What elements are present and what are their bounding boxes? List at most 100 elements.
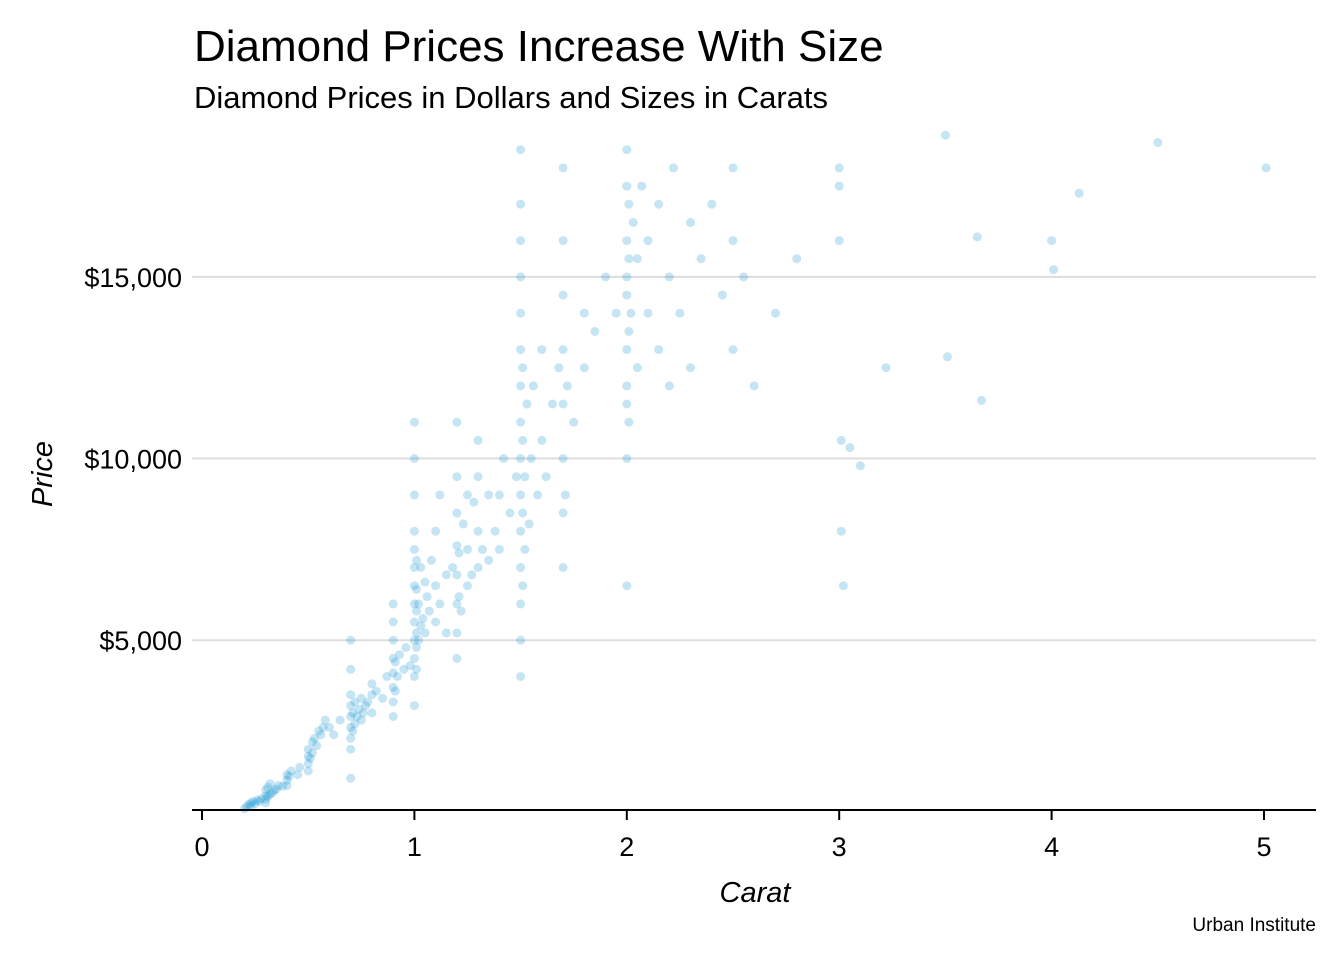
data-point [240,804,249,814]
data-point [518,508,528,518]
data-point [1153,138,1163,147]
data-point [516,526,526,536]
data-point [371,686,381,696]
data-point [516,672,526,681]
data-point [463,490,472,500]
data-point [1074,188,1084,198]
data-point [320,715,330,725]
data-point [431,581,441,591]
data-point [346,744,356,754]
data-point [356,693,366,703]
data-point [409,563,419,572]
x-axis-ticks: 0 1 2 3 4 5 [194,810,1272,862]
data-point [409,581,419,591]
data-point [452,599,462,609]
data-point [424,606,434,616]
data-point [318,722,328,732]
data-point [628,217,638,227]
data-point [516,236,526,246]
data-point [303,766,313,776]
data-point [452,508,462,518]
data-point [686,363,695,373]
data-point [414,599,424,609]
data-point [463,581,472,591]
data-point [622,290,632,300]
data-point [409,526,419,536]
data-point [558,454,568,463]
data-point [346,773,356,783]
data-point [972,232,982,242]
data-point [412,584,421,594]
data-point [263,791,273,801]
data-point [541,472,551,482]
data-point [560,490,570,500]
data-point [271,784,281,794]
data-point [388,697,398,707]
data-point [420,577,430,587]
data-point [622,454,632,463]
data-point [463,544,472,554]
data-point [473,526,483,536]
data-point [392,672,402,681]
data-point [282,775,292,785]
data-point [286,766,296,776]
data-point [431,526,441,536]
x-tick-label: 1 [407,832,422,862]
data-point [412,628,421,638]
data-point [435,599,445,609]
data-point [643,308,653,318]
data-point [792,254,802,264]
data-point [416,621,426,631]
data-point [358,708,368,718]
data-point [516,308,526,318]
data-point [836,526,846,536]
data-points [240,130,1271,814]
data-point [484,490,494,500]
data-point [246,801,256,811]
chart-title: Diamond Prices Increase With Size [194,22,884,71]
data-point [412,664,421,674]
data-point [632,363,642,373]
data-point [836,435,846,445]
data-point [399,664,409,674]
data-point [728,236,738,246]
data-point [293,770,303,780]
data-point [855,461,865,471]
data-point [252,795,262,805]
data-point [516,381,526,391]
data-point [554,363,564,373]
data-point [265,779,275,789]
data-point [329,730,339,740]
data-point [412,643,421,652]
data-point [526,454,536,463]
data-point [622,581,632,591]
data-point [250,799,260,809]
data-point [558,508,568,518]
data-point [409,454,419,463]
data-point [314,726,324,736]
data-point [303,759,313,769]
data-point [388,617,398,627]
data-point [558,236,568,246]
data-point [696,254,706,264]
data-point [654,199,664,209]
data-point [834,163,844,173]
data-point [416,563,426,572]
data-point [390,686,400,696]
data-point [274,781,283,790]
data-point [335,715,345,725]
data-point [348,708,358,718]
data-point [749,381,759,391]
data-point [558,163,568,173]
x-tick-label: 2 [619,832,634,862]
data-point [254,797,264,806]
x-axis-title: Carat [720,877,793,909]
x-tick-label: 0 [194,832,209,862]
data-point [977,395,986,405]
data-point [284,771,294,781]
data-point [458,519,468,529]
data-point [418,613,428,623]
data-point [562,381,572,391]
data-point [499,454,509,463]
